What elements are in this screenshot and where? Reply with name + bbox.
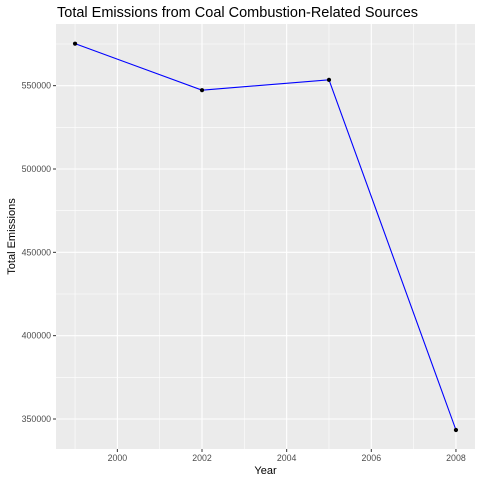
y-tick-label: 350000 xyxy=(22,414,51,424)
data-point xyxy=(453,427,459,433)
y-tick-label: 550000 xyxy=(22,81,51,91)
data-points xyxy=(72,41,459,433)
x-tick-label: 2000 xyxy=(108,453,128,463)
data-point xyxy=(199,88,205,93)
series-line xyxy=(74,43,457,431)
x-tick-label: 2002 xyxy=(192,453,212,463)
grid-major xyxy=(56,24,475,449)
x-tick-label: 2008 xyxy=(446,453,466,463)
chart-title: Total Emissions from Coal Combustion-Rel… xyxy=(57,5,418,21)
grid-minor xyxy=(56,24,475,449)
data-point xyxy=(326,77,332,82)
y-tick-label: 450000 xyxy=(22,247,51,257)
y-tick-label: 500000 xyxy=(22,164,51,174)
plot-panel xyxy=(56,24,475,449)
y-axis-title: Total Emissions xyxy=(6,198,18,275)
y-axis-ticks: 350000 400000 450000 500000 550000 xyxy=(22,81,56,424)
x-tick-label: 2004 xyxy=(277,453,297,463)
y-tick-label: 400000 xyxy=(22,331,51,341)
data-point xyxy=(72,41,78,46)
x-tick-label: 2006 xyxy=(362,453,382,463)
x-axis-title: Year xyxy=(254,465,277,477)
x-axis-ticks: 2000 2002 2004 2006 2008 xyxy=(108,449,466,463)
